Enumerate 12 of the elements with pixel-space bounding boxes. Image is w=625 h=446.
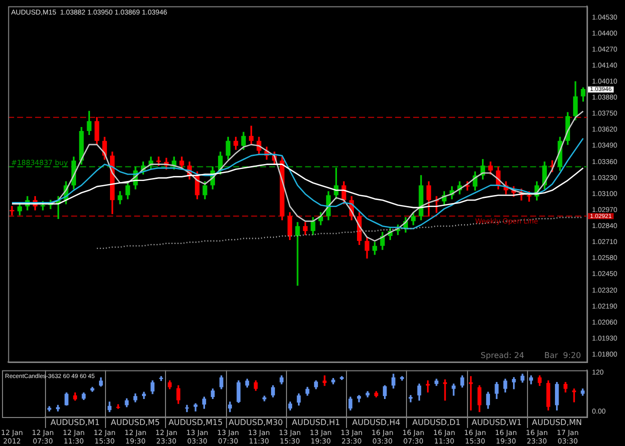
x-tick-label: AUDUSD,M5 [110,418,160,427]
x-tick-label: AUDUSD,D1 [412,418,461,427]
x-tick-label: AUDUSD,H1 [292,418,340,427]
x-tick-label: AUDUSD,M1 [50,418,100,427]
annotation: Spread: 24 [480,351,524,360]
x-tick-label: AUDUSD,M30 [228,418,283,427]
line-series [96,216,584,249]
x-tick-label: AUDUSD,MN [532,418,582,427]
annotation: Bar 9:20 [544,351,581,360]
x-tick-label: AUDUSD,H4 [352,418,400,427]
x-tick-label: AUDUSD,M15 [168,418,223,427]
x-tick-label: AUDUSD,W1 [472,418,522,427]
